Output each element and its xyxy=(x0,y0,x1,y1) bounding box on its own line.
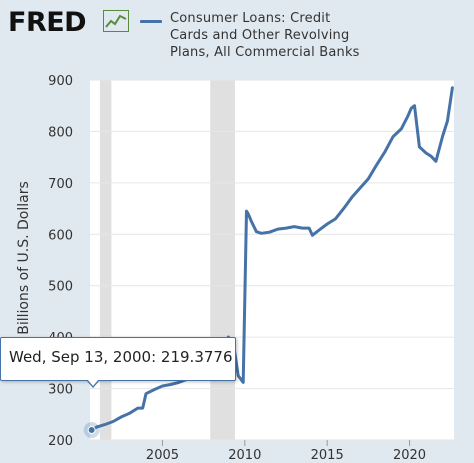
y-tick-label: 900 xyxy=(48,74,73,89)
fred-chart-icon xyxy=(103,10,129,32)
y-tick-label: 600 xyxy=(48,228,73,243)
legend-label[interactable]: Consumer Loans: Credit Cards and Other R… xyxy=(170,11,360,60)
y-tick-label: 700 xyxy=(48,177,73,192)
series-line xyxy=(90,86,454,432)
tooltip-value: 219.3776 xyxy=(160,348,233,366)
recession-band xyxy=(210,80,235,440)
legend-swatch xyxy=(140,20,162,23)
x-tick-label: 2015 xyxy=(311,448,344,463)
highlight-markers xyxy=(83,422,100,439)
series-lines xyxy=(90,86,454,432)
x-tick-label: 2005 xyxy=(146,448,179,463)
y-axis-ticks: 200300400500600700800900 xyxy=(48,74,73,449)
recession-band xyxy=(99,80,112,440)
tooltip-arrow-inner xyxy=(87,379,99,386)
y-axis-label: Billions of U.S. Dollars xyxy=(16,181,32,335)
y-tick-label: 200 xyxy=(48,434,73,449)
x-tick-label: 2010 xyxy=(228,448,261,463)
y-tick-label: 500 xyxy=(48,280,73,295)
data-tooltip: Wed, Sep 13, 2000: 219.3776 xyxy=(0,337,236,381)
highlight-point xyxy=(87,426,96,435)
y-tick-label: 800 xyxy=(48,125,73,140)
x-axis-ticks: 2005 2010 2015 2020 xyxy=(146,440,426,463)
y-tick-label: 300 xyxy=(48,383,73,398)
fred-logo[interactable]: FRED xyxy=(8,7,87,38)
plot-area xyxy=(90,80,454,440)
tooltip-date: Wed, Sep 13, 2000: xyxy=(9,348,157,366)
x-tick-label: 2020 xyxy=(393,448,426,463)
